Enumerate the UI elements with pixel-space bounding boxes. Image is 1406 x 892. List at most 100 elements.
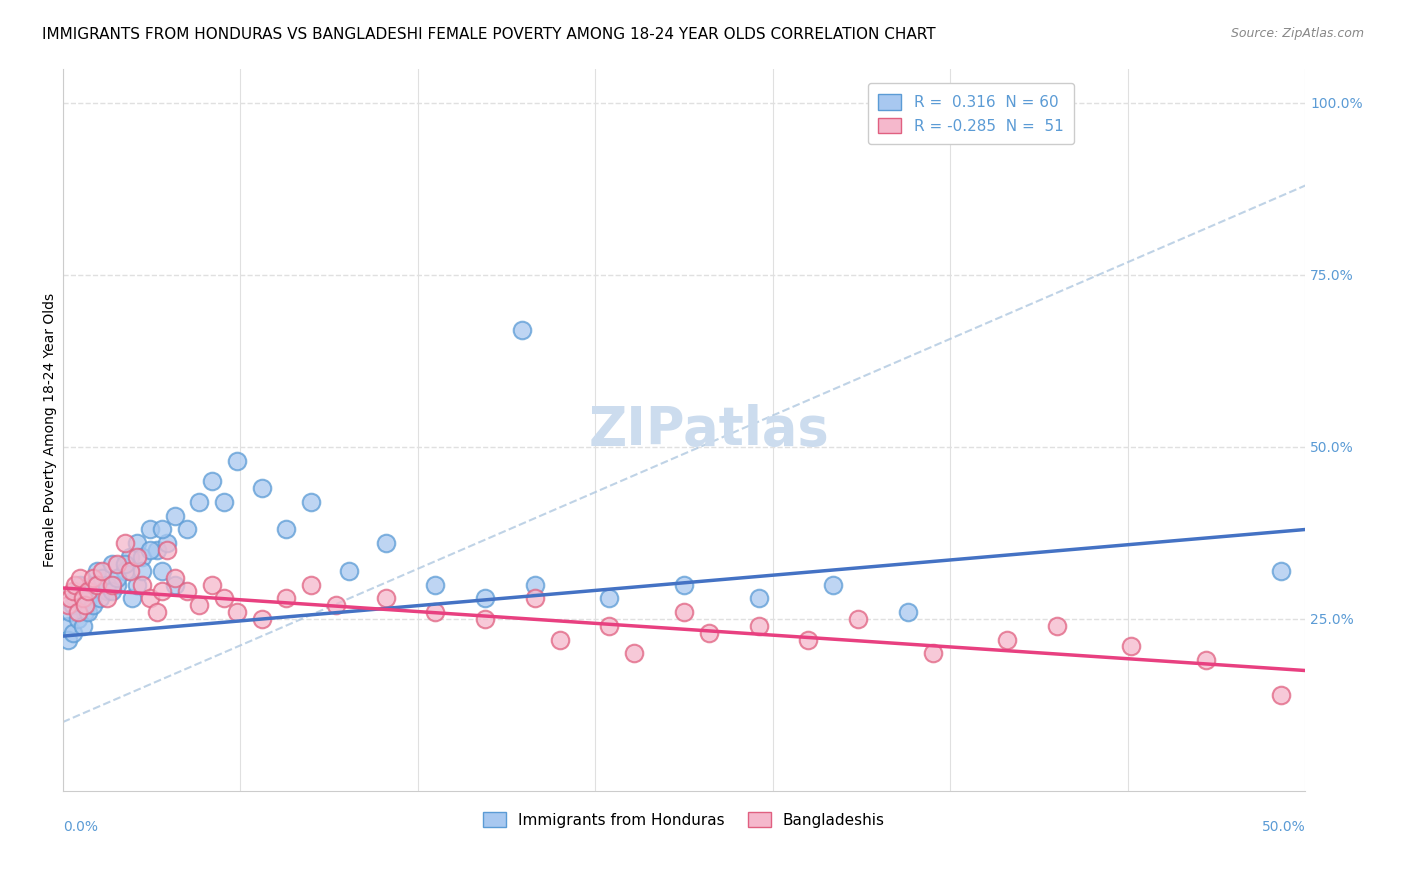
Point [156,536,179,550]
Point [72,598,94,612]
Point [63,591,86,606]
Point [105,577,128,591]
Point [114,536,136,550]
Point [56,598,79,612]
Point [127,549,149,564]
Point [797,632,820,647]
Point [82,571,104,585]
Point [250,612,273,626]
Point [76,591,98,606]
Point [86,564,108,578]
Point [299,495,322,509]
Point [72,591,94,606]
Point [548,632,571,647]
Point [72,619,94,633]
Point [121,591,143,606]
Point [66,612,89,626]
Y-axis label: Female Poverty Among 18-24 Year Olds: Female Poverty Among 18-24 Year Olds [44,293,58,566]
Point [276,523,298,537]
Point [425,605,447,619]
Point [823,577,845,591]
Point [76,584,98,599]
Point [163,508,186,523]
Point [91,571,114,585]
Point [146,605,169,619]
Point [101,557,124,571]
Point [127,536,149,550]
Point [96,591,118,606]
Point [114,564,136,578]
Point [150,523,173,537]
Point [82,577,104,591]
Point [598,619,620,633]
Point [212,495,235,509]
Point [59,605,82,619]
Point [697,625,720,640]
Point [374,536,396,550]
Point [598,591,620,606]
Point [474,591,496,606]
Point [748,591,770,606]
Text: ZIPatlas: ZIPatlas [589,404,830,456]
Text: 0.0%: 0.0% [63,820,97,834]
Point [82,598,104,612]
Point [1270,688,1292,702]
Point [62,584,84,599]
Point [337,564,360,578]
Point [150,584,173,599]
Point [846,612,869,626]
Point [212,591,235,606]
Point [250,481,273,495]
Point [523,591,546,606]
Point [1195,653,1218,667]
Point [995,632,1018,647]
Point [59,591,82,606]
Point [62,625,84,640]
Point [73,598,96,612]
Point [325,598,347,612]
Point [138,523,160,537]
Point [118,564,141,578]
Point [131,549,153,564]
Point [163,571,186,585]
Point [623,646,645,660]
Point [897,605,920,619]
Point [1046,619,1069,633]
Point [748,619,770,633]
Text: IMMIGRANTS FROM HONDURAS VS BANGLADESHI FEMALE POVERTY AMONG 18-24 YEAR OLDS COR: IMMIGRANTS FROM HONDURAS VS BANGLADESHI … [42,27,936,42]
Point [127,577,149,591]
Text: Source: ZipAtlas.com: Source: ZipAtlas.com [1230,27,1364,40]
Point [91,564,114,578]
Point [146,543,169,558]
Point [523,577,546,591]
Point [474,612,496,626]
Point [131,577,153,591]
Point [62,598,84,612]
Point [673,605,696,619]
Point [101,577,124,591]
Point [76,605,98,619]
Point [73,605,96,619]
Point [150,564,173,578]
Legend: Immigrants from Honduras, Bangladeshis: Immigrants from Honduras, Bangladeshis [477,805,891,834]
Point [425,577,447,591]
Point [69,577,91,591]
Point [225,453,247,467]
Point [66,605,89,619]
Point [114,557,136,571]
Point [131,564,153,578]
Point [69,571,91,585]
Point [118,549,141,564]
Point [105,557,128,571]
Point [512,323,534,337]
Point [225,605,247,619]
Point [63,577,86,591]
Point [176,523,198,537]
Point [56,619,79,633]
Point [96,584,118,599]
Point [138,543,160,558]
Point [673,577,696,591]
Point [156,543,179,558]
Text: 50.0%: 50.0% [1261,820,1305,834]
Point [101,584,124,599]
